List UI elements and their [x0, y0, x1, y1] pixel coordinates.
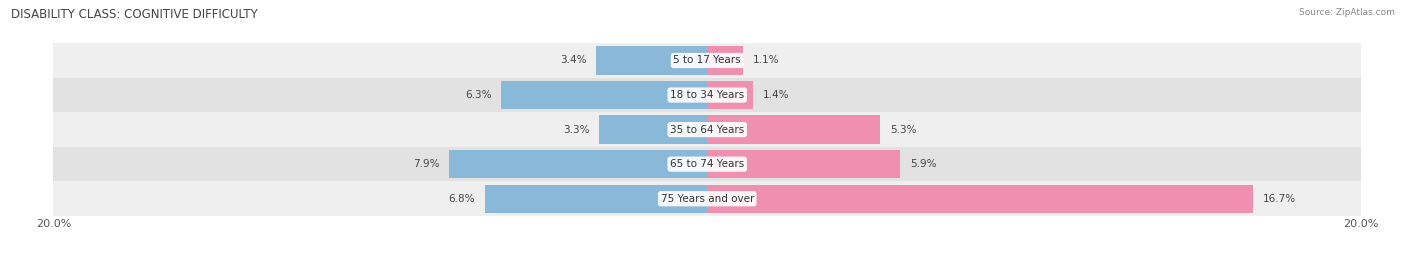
Bar [53, 43, 1361, 78]
Bar [53, 181, 1361, 216]
Bar [599, 116, 707, 144]
Text: 1.4%: 1.4% [763, 90, 789, 100]
Text: 3.4%: 3.4% [560, 55, 586, 66]
Text: 7.9%: 7.9% [413, 159, 439, 169]
Bar [53, 112, 1361, 147]
Text: 5.9%: 5.9% [910, 159, 936, 169]
Text: 16.7%: 16.7% [1263, 194, 1296, 204]
Bar [596, 46, 707, 75]
Bar [707, 116, 880, 144]
Text: 75 Years and over: 75 Years and over [661, 194, 754, 204]
Bar [707, 150, 900, 178]
Text: 1.1%: 1.1% [754, 55, 779, 66]
Bar [502, 81, 707, 109]
Text: 65 to 74 Years: 65 to 74 Years [671, 159, 744, 169]
Text: 6.8%: 6.8% [449, 194, 475, 204]
Bar [707, 46, 744, 75]
Bar [485, 185, 707, 213]
Text: 5 to 17 Years: 5 to 17 Years [673, 55, 741, 66]
Text: 3.3%: 3.3% [562, 124, 589, 135]
Bar [449, 150, 707, 178]
Text: DISABILITY CLASS: COGNITIVE DIFFICULTY: DISABILITY CLASS: COGNITIVE DIFFICULTY [11, 8, 257, 21]
Bar [707, 185, 1253, 213]
Bar [707, 81, 754, 109]
Text: 5.3%: 5.3% [890, 124, 917, 135]
Text: 18 to 34 Years: 18 to 34 Years [671, 90, 744, 100]
Bar [53, 147, 1361, 181]
Bar [53, 78, 1361, 112]
Text: 6.3%: 6.3% [465, 90, 492, 100]
Text: 35 to 64 Years: 35 to 64 Years [671, 124, 744, 135]
Text: Source: ZipAtlas.com: Source: ZipAtlas.com [1299, 8, 1395, 17]
